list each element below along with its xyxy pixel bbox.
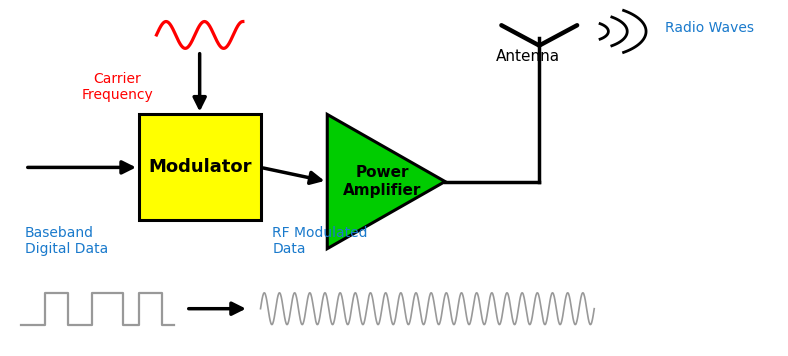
Text: Carrier
Frequency: Carrier Frequency — [81, 72, 153, 102]
Text: Antenna: Antenna — [496, 49, 560, 64]
Text: Radio Waves: Radio Waves — [665, 21, 754, 35]
FancyBboxPatch shape — [139, 114, 261, 220]
Text: Power
Amplifier: Power Amplifier — [343, 165, 422, 198]
Polygon shape — [327, 114, 445, 248]
Text: Baseband
Digital Data: Baseband Digital Data — [25, 226, 108, 256]
Text: RF Modulated
Data: RF Modulated Data — [273, 226, 368, 256]
Text: Modulator: Modulator — [148, 158, 251, 177]
